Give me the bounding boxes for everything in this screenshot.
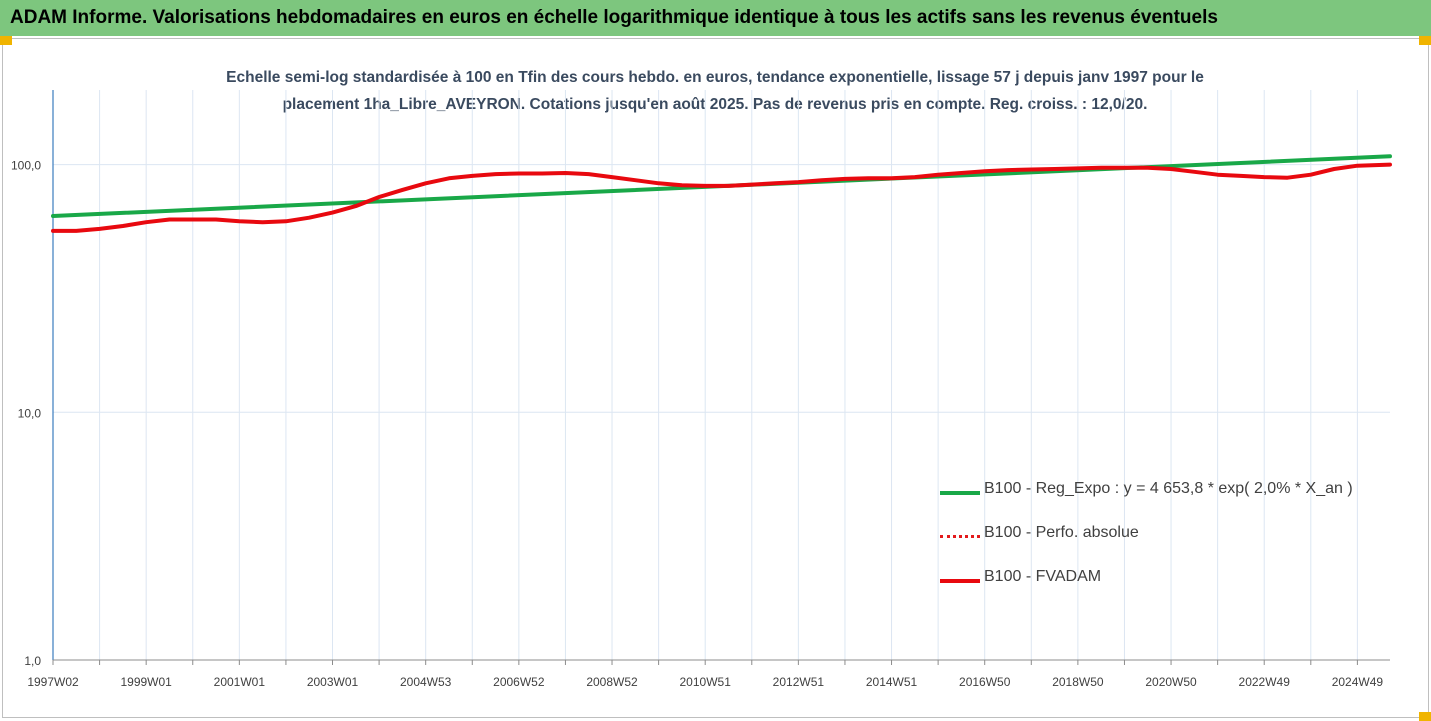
x-tick-label: 2006W52: [493, 675, 545, 689]
legend-swatch-fvadam: [940, 579, 980, 583]
y-tick-label: 100,0: [11, 159, 41, 173]
x-tick-label: 2010W51: [680, 675, 732, 689]
x-tick-label: 2001W01: [214, 675, 266, 689]
x-tick-label: 1999W01: [120, 675, 172, 689]
corner-marker-top-left: [0, 36, 12, 45]
y-tick-label: 1,0: [24, 654, 41, 668]
axis-layer: [52, 90, 1390, 665]
x-tick-label: 2018W50: [1052, 675, 1104, 689]
x-tick-label: 2004W53: [400, 675, 452, 689]
x-tick-label: 2008W52: [586, 675, 638, 689]
x-tick-label: 2012W51: [773, 675, 825, 689]
x-tick-label: 2022W49: [1239, 675, 1291, 689]
legend-label-trend: B100 - Reg_Expo : y = 4 653,8 * exp( 2,0…: [984, 480, 1353, 497]
grid-layer: [52, 90, 1390, 661]
x-tick-label: 2020W50: [1145, 675, 1197, 689]
tick-label-layer: 1997W02 1999W01 2001W01 2003W01 2004W53 2006W…: [11, 159, 1383, 689]
series-layer: [51, 154, 1392, 233]
legend-label-perf: B100 - Perfo. absolue: [984, 524, 1139, 541]
x-tick-label: 1997W02: [27, 675, 79, 689]
legend-swatch-trend: [940, 491, 980, 495]
legend-swatch-perf: [940, 535, 980, 538]
corner-marker-top-right: [1419, 36, 1431, 45]
report-title: ADAM Informe. Valorisations hebdomadaire…: [10, 7, 1218, 28]
legend-label-fvadam: B100 - FVADAM: [984, 568, 1102, 585]
x-tick-label: 2014W51: [866, 675, 918, 689]
x-tick-label: 2003W01: [307, 675, 359, 689]
y-tick-label: 10,0: [18, 406, 42, 420]
report-banner: ADAM Informe. Valorisations hebdomadaire…: [0, 0, 1431, 36]
chart-title-line-2: placement 1ha_Libre_AVEYRON. Cotations j…: [282, 96, 1148, 113]
x-tick-label: 2024W49: [1332, 675, 1384, 689]
corner-marker-bottom-right: [1419, 712, 1431, 721]
series-line-fvadam: [51, 162, 1392, 233]
chart-title: Echelle semi-log standardisée à 100 en T…: [160, 64, 1270, 118]
chart-frame: [2, 38, 1429, 718]
x-tick-label: 2016W50: [959, 675, 1011, 689]
chart-title-line-1: Echelle semi-log standardisée à 100 en T…: [226, 69, 1204, 86]
